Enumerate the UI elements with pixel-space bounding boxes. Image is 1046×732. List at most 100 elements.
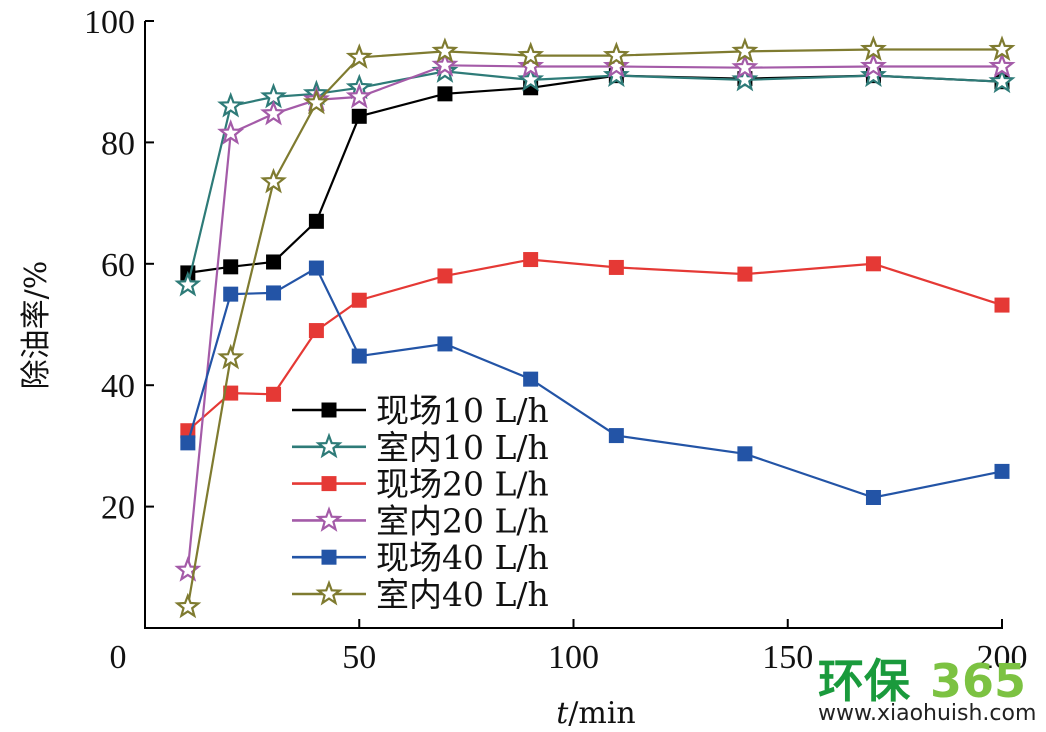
legend-item: 室内40 L/h	[292, 575, 549, 614]
watermark-url: www.xiaohuish.com	[818, 701, 1036, 726]
data-point	[731, 53, 759, 80]
data-point	[351, 292, 367, 308]
data-point	[266, 254, 282, 270]
y-axis-title: 除油率/%	[19, 261, 54, 390]
legend-swatch-marker	[315, 579, 343, 606]
legend-swatch-marker	[321, 402, 337, 418]
data-point	[602, 41, 630, 68]
data-point	[174, 270, 202, 297]
series-4	[174, 51, 1016, 582]
data-point	[860, 35, 887, 61]
data-point	[523, 371, 539, 387]
data-point	[223, 259, 239, 275]
data-point	[308, 213, 324, 229]
legend-label: 室内10 L/h	[376, 428, 549, 467]
data-point	[608, 428, 624, 444]
x-tick-label: 150	[762, 639, 813, 676]
legend-swatch-marker	[321, 549, 337, 565]
data-point	[517, 65, 545, 92]
x-tick-label: 200	[977, 639, 1028, 676]
data-point	[351, 348, 367, 364]
data-point	[437, 268, 453, 284]
x-tick-label: 100	[548, 639, 599, 676]
data-point	[266, 386, 282, 402]
data-point	[860, 61, 887, 88]
legend-item: 现场20 L/h	[292, 465, 549, 504]
data-point	[523, 252, 539, 268]
data-point	[345, 43, 373, 69]
series-3	[180, 252, 1010, 439]
watermark-brand-left: 环保	[818, 654, 911, 708]
data-point	[988, 35, 1016, 61]
data-point	[431, 37, 459, 63]
y-tick-label: 80	[101, 125, 135, 162]
legend-swatch-marker	[321, 476, 337, 492]
legend-item: 现场10 L/h	[292, 391, 549, 430]
series-2	[174, 57, 1016, 297]
series-6	[174, 35, 1016, 619]
data-point	[180, 435, 196, 451]
data-point	[223, 385, 239, 401]
legend-swatch-marker	[315, 506, 343, 532]
series-5	[180, 260, 1010, 505]
data-point	[302, 88, 330, 115]
series-layer	[174, 35, 1016, 619]
axes: 20 40 60 80 100 0 50 100 150 200 t/min 除油率/%	[19, 4, 1028, 731]
data-point	[437, 336, 453, 352]
data-point	[731, 65, 759, 92]
data-point	[865, 489, 881, 505]
data-point	[217, 119, 245, 145]
data-point	[217, 343, 245, 370]
legend-label: 现场40 L/h	[376, 538, 549, 577]
data-point	[437, 86, 453, 102]
x-tick-label: 50	[342, 639, 376, 676]
legend-label: 室内40 L/h	[376, 575, 549, 614]
data-point	[174, 592, 202, 619]
data-point	[351, 108, 367, 124]
legend-swatch-marker	[315, 432, 343, 459]
y-tick-label: 20	[101, 490, 135, 527]
data-point	[859, 52, 887, 78]
data-point	[308, 260, 324, 276]
data-point	[608, 259, 624, 275]
series-line	[186, 266, 1003, 499]
x-axis-title-italic: t	[556, 696, 569, 731]
series-1	[180, 68, 1010, 281]
legend-item: 室内10 L/h	[292, 428, 549, 467]
data-point	[602, 61, 630, 88]
x-tick-label: 0	[110, 639, 127, 676]
data-point	[994, 463, 1010, 479]
data-point	[217, 91, 245, 118]
data-point	[260, 99, 287, 126]
legend-label: 现场10 L/h	[376, 391, 549, 430]
y-tick-label: 100	[84, 4, 135, 41]
data-point	[731, 37, 759, 63]
data-point	[994, 297, 1010, 313]
data-point	[988, 52, 1016, 78]
data-point	[865, 256, 881, 272]
data-point	[266, 285, 282, 301]
data-point	[517, 41, 545, 68]
data-point	[345, 82, 373, 109]
data-point	[308, 323, 324, 339]
data-point	[737, 266, 753, 282]
series-line	[187, 258, 1003, 432]
legend-item: 室内20 L/h	[292, 501, 549, 540]
data-point	[223, 286, 239, 302]
watermark-brand-right: 365	[930, 654, 1026, 708]
legend-label: 室内20 L/h	[376, 501, 549, 540]
x-axis-title-unit: /min	[568, 696, 635, 731]
x-axis-title: t/min	[556, 696, 636, 731]
watermark: 环保 365 www.xiaohuish.com	[818, 654, 1036, 726]
data-point	[260, 167, 287, 194]
y-tick-label: 60	[101, 247, 135, 284]
legend-label: 现场20 L/h	[376, 465, 549, 504]
data-point	[602, 52, 630, 78]
data-point	[517, 52, 545, 78]
data-point	[988, 67, 1016, 94]
data-point	[737, 446, 753, 462]
y-tick-label: 40	[101, 368, 135, 405]
legend-item: 现场40 L/h	[292, 538, 549, 577]
